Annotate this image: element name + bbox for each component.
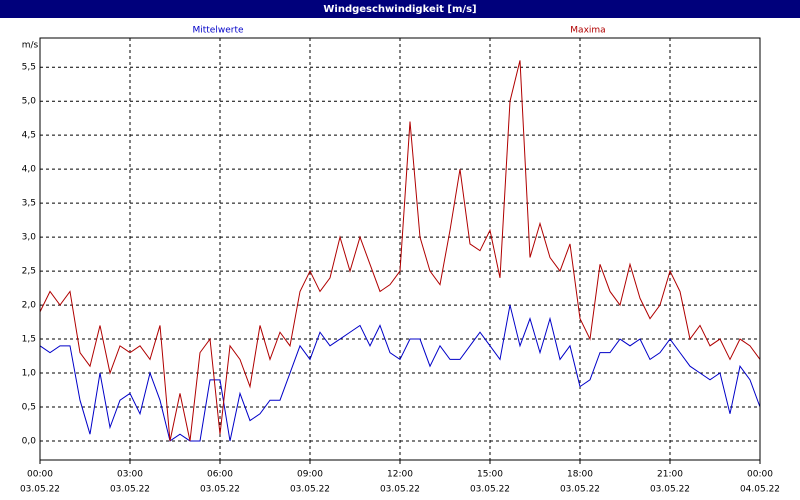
x-tick-date: 03.05.22 xyxy=(560,485,600,495)
y-tick-label: 5,5 xyxy=(22,63,36,73)
chart-title: Windgeschwindigkeit [m/s] xyxy=(323,4,476,15)
x-tick-label: 00:00 xyxy=(747,470,773,480)
x-tick-label: 03:00 xyxy=(117,470,143,480)
x-tick-label: 00:00 xyxy=(27,470,53,480)
y-tick-label: 3,0 xyxy=(22,233,37,243)
legend-entry: Maxima xyxy=(570,26,605,36)
y-tick-label: 2,5 xyxy=(22,267,36,277)
y-tick-label: 5,0 xyxy=(22,97,37,107)
x-tick-label: 15:00 xyxy=(477,470,503,480)
y-axis-label: m/s xyxy=(22,41,39,51)
x-tick-label: 18:00 xyxy=(567,470,593,480)
y-tick-label: 0,0 xyxy=(22,436,37,446)
legend-entry: Mittelwerte xyxy=(192,26,243,36)
y-tick-label: 2,0 xyxy=(22,301,37,311)
x-tick-label: 09:00 xyxy=(297,470,323,480)
x-tick-date: 03.05.22 xyxy=(380,485,420,495)
y-tick-label: 4,0 xyxy=(22,165,37,175)
x-tick-date: 03.05.22 xyxy=(110,485,150,495)
title-bar xyxy=(0,0,800,18)
x-tick-date: 03.05.22 xyxy=(650,485,690,495)
x-tick-label: 21:00 xyxy=(657,470,683,480)
x-tick-date: 03.05.22 xyxy=(20,485,60,495)
x-tick-date: 03.05.22 xyxy=(290,485,330,495)
y-tick-label: 3,5 xyxy=(22,199,36,209)
y-tick-label: 4,5 xyxy=(22,131,36,141)
x-tick-label: 12:00 xyxy=(387,470,413,480)
x-tick-date: 04.05.22 xyxy=(740,485,780,495)
y-tick-label: 1,5 xyxy=(22,335,36,345)
y-tick-label: 1,0 xyxy=(22,369,37,379)
plot-frame xyxy=(39,37,761,461)
x-tick-date: 03.05.22 xyxy=(470,485,510,495)
x-tick-label: 06:00 xyxy=(207,470,233,480)
x-tick-date: 03.05.22 xyxy=(200,485,240,495)
y-tick-label: 0,5 xyxy=(22,402,36,412)
data-line xyxy=(39,304,761,442)
data-line xyxy=(39,60,761,442)
